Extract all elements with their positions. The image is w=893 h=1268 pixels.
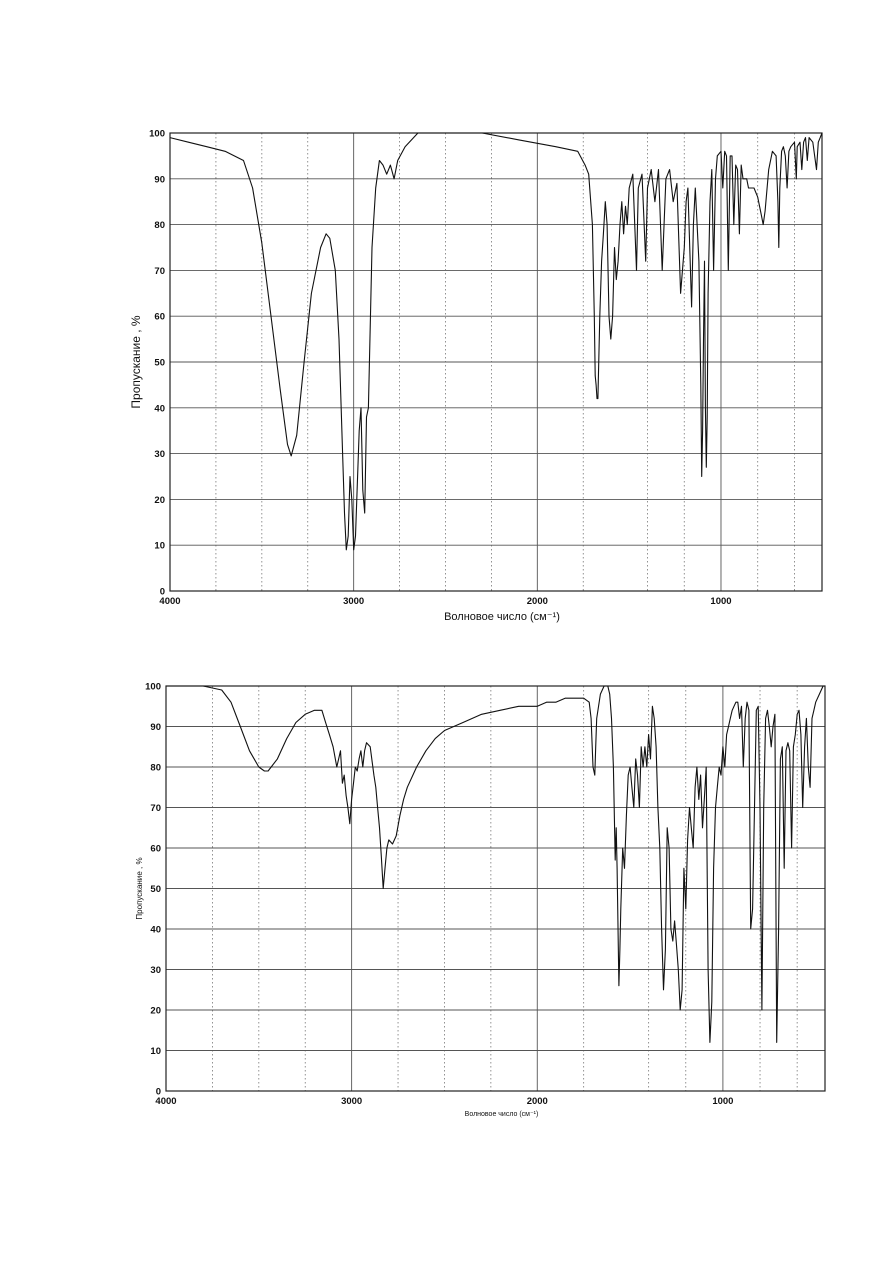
spectrum-line-2 xyxy=(166,685,825,1043)
y-tick-label: 0 xyxy=(156,1087,161,1098)
y-tick-label: 90 xyxy=(154,174,165,185)
plot-frame xyxy=(165,685,826,1092)
y-tick-label: 70 xyxy=(154,266,165,277)
plot-frame xyxy=(169,132,823,592)
x-tick-label: 4000 xyxy=(159,596,180,607)
y-tick-label: 80 xyxy=(154,220,165,231)
y-tick-label: 10 xyxy=(150,1046,161,1057)
y-tick-label: 40 xyxy=(150,925,161,936)
y-tick-label: 100 xyxy=(145,682,161,693)
y-tick-label: 30 xyxy=(150,965,161,976)
y-tick-label: 60 xyxy=(150,844,161,855)
spectrum-chart-2: 0 10 20 30 40 50 60 70 80 90 100 4000 3000 2000 1000 Во… xyxy=(135,682,826,1118)
x-tick-label: 3000 xyxy=(343,596,364,607)
x-tick-label: 3000 xyxy=(341,1096,362,1107)
y-tick-label: 80 xyxy=(150,763,161,774)
x-axis-label: Волновое число (см⁻¹) xyxy=(444,611,560,623)
y-tick-label: 30 xyxy=(154,449,165,460)
y-tick-label: 50 xyxy=(154,358,165,369)
y-tick-label: 50 xyxy=(150,884,161,895)
spectrum-chart-1: 0 10 20 30 40 50 60 70 80 90 100 4000 3000 2000 1000 Во… xyxy=(129,129,823,623)
x-axis-label: Волновое число (см⁻¹) xyxy=(465,1111,539,1118)
x-tick-label: 2000 xyxy=(527,1096,548,1107)
y-tick-label: 60 xyxy=(154,312,165,323)
y-tick-label: 0 xyxy=(160,587,165,598)
x-tick-label: 4000 xyxy=(155,1096,176,1107)
spectrum-line-1 xyxy=(169,132,823,551)
y-tick-label: 10 xyxy=(154,541,165,552)
y-tick-label: 20 xyxy=(154,495,165,506)
y-axis-label: Пропускание , % xyxy=(135,857,144,919)
y-tick-label: 100 xyxy=(149,129,165,140)
y-axis-label: Пропускание , % xyxy=(129,315,143,409)
x-tick-label: 1000 xyxy=(710,596,731,607)
y-tick-label: 90 xyxy=(150,722,161,733)
y-tick-label: 70 xyxy=(150,803,161,814)
x-tick-label: 1000 xyxy=(712,1096,733,1107)
y-tick-label: 40 xyxy=(154,403,165,414)
y-tick-label: 20 xyxy=(150,1006,161,1017)
x-tick-label: 2000 xyxy=(527,596,548,607)
